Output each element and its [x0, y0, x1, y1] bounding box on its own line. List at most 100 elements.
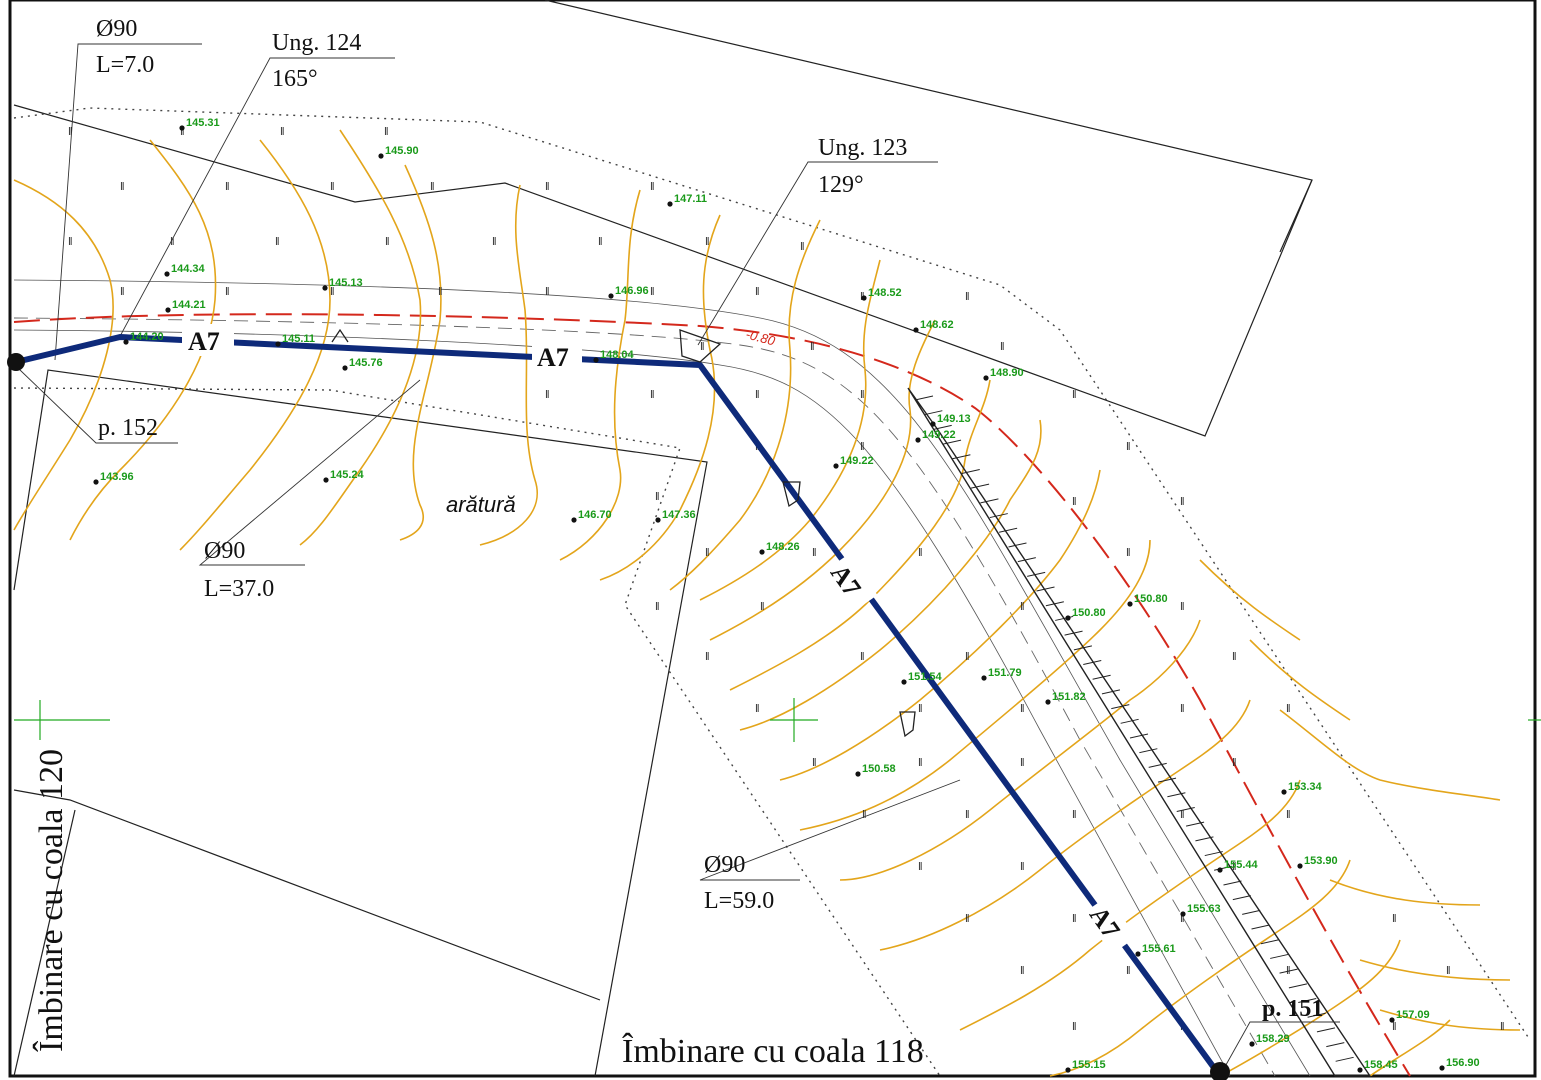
elevation-label: 149.22 — [922, 429, 956, 441]
survey-dot — [913, 327, 919, 333]
contour-line — [179, 139, 331, 551]
elevation-point: 150.58 — [855, 763, 896, 777]
grass-symbol: ‖ — [492, 236, 497, 248]
hatch-mark — [1326, 1042, 1345, 1048]
grass-symbol: ‖ — [1020, 601, 1025, 613]
hatch-mark — [1298, 998, 1317, 1004]
hatch-mark — [952, 454, 971, 460]
elevation-label: 153.34 — [1288, 781, 1323, 793]
contour-line — [479, 184, 538, 546]
grass-symbol: ‖ — [655, 491, 660, 503]
elevation-point: 156.90 — [1439, 1057, 1480, 1071]
elevation-label: 158.45 — [1364, 1059, 1398, 1071]
survey-dot — [1127, 601, 1133, 607]
pipe-a7[interactable] — [7, 334, 1230, 1080]
grass-symbol: ‖ — [1446, 965, 1451, 977]
callout-seg1-diameter: Ø90 — [96, 16, 137, 42]
elevation-label: 155.63 — [1187, 903, 1221, 915]
grass-symbol: ‖ — [1020, 861, 1025, 873]
grass-symbol: ‖ — [1020, 703, 1025, 715]
grass-symbol: ‖ — [755, 389, 760, 401]
elevation-point: 147.11 — [667, 193, 707, 207]
grass-symbol: ‖ — [1500, 1021, 1505, 1033]
survey-dot — [1135, 951, 1141, 957]
grass-symbol: ‖ — [810, 341, 815, 353]
grass-symbol: ‖ — [965, 913, 970, 925]
survey-dot — [1281, 789, 1287, 795]
contour-line — [699, 259, 881, 601]
elevation-point: 145.31 — [179, 117, 220, 131]
survey-dot — [179, 125, 185, 131]
grass-symbol: ‖ — [655, 601, 660, 613]
elevation-point: 145.24 — [323, 469, 365, 483]
grass-symbol: ‖ — [1180, 913, 1185, 925]
contour-line — [399, 164, 442, 541]
hatch-mark — [1279, 968, 1298, 974]
survey-dot — [608, 293, 614, 299]
grass-symbol: ‖ — [430, 181, 435, 193]
contour-line — [13, 179, 114, 531]
manhole-p151[interactable] — [1210, 1062, 1230, 1080]
hatch-mark — [1111, 704, 1130, 710]
hatch-mark — [1027, 571, 1046, 577]
elevation-points: 145.31 145.90 147.11 144.34 145.13 146.96 148.… — [93, 117, 1480, 1073]
grass-symbol: ‖ — [1072, 1021, 1077, 1033]
elevation-label: 146.96 — [615, 285, 649, 297]
hatch-mark — [1157, 777, 1177, 783]
grass-symbol: ‖ — [755, 703, 760, 715]
contour-line — [729, 379, 991, 691]
contour-line — [1249, 639, 1351, 721]
elevation-point: 155.63 — [1180, 903, 1221, 917]
grass-symbol: ‖ — [700, 341, 705, 353]
pipe-a7-line[interactable] — [15, 334, 1223, 1078]
elevation-point: 148.62 — [913, 319, 954, 333]
hatch-mark — [914, 395, 934, 401]
grass-symbol: ‖ — [860, 651, 865, 663]
hatch-mark — [924, 410, 943, 416]
elevation-point: 149.22 — [833, 455, 874, 469]
elevation-point: 148.52 — [861, 287, 902, 301]
survey-dot — [1180, 911, 1186, 917]
grass-symbol: ‖ — [170, 236, 175, 248]
elevation-label: 151.79 — [988, 667, 1022, 679]
hatch-mark — [1223, 880, 1242, 886]
hatch-mark — [933, 424, 952, 430]
survey-dot — [855, 771, 861, 777]
callouts: Ø90 L=7.0 Ung. 124 165° Ung. 123 129° p.… — [96, 16, 1323, 1022]
survey-dot — [323, 477, 329, 483]
hatch-mark — [1120, 718, 1139, 724]
hatch-mark — [1270, 953, 1289, 959]
elevation-point: 148.26 — [759, 541, 800, 555]
callout-angle123-name: Ung. 123 — [818, 135, 907, 161]
grass-symbol: ‖ — [812, 547, 817, 559]
elevation-label: 157.09 — [1396, 1009, 1430, 1021]
survey-dot — [165, 307, 171, 313]
survey-dot — [1357, 1067, 1363, 1073]
grass-symbol: ‖ — [860, 389, 865, 401]
hatch-mark — [1064, 630, 1083, 636]
grass-symbol: ‖ — [384, 126, 389, 138]
embankment-slope — [907, 387, 1372, 1077]
hatch-mark — [1176, 806, 1195, 812]
grass-symbol: ‖ — [330, 181, 335, 193]
elevation-point: 149.13 — [930, 413, 971, 427]
contour-line — [69, 139, 217, 541]
manhole-p152[interactable] — [7, 353, 25, 371]
grass-symbol: ‖ — [1392, 913, 1397, 925]
grass-symbol: ‖ — [545, 181, 550, 193]
grass-symbol: ‖ — [965, 291, 970, 303]
contour-line — [1049, 859, 1351, 1077]
grass-symbol: ‖ — [545, 389, 550, 401]
elevation-label: 151.54 — [908, 671, 943, 683]
hatch-mark — [1251, 924, 1270, 930]
hatch-mark — [1316, 1027, 1336, 1033]
hatch-mark — [1214, 865, 1233, 871]
grass-symbol: ‖ — [68, 126, 73, 138]
survey-dot — [915, 437, 921, 443]
hatch-mark — [1092, 674, 1111, 680]
grid-cross-marks — [14, 698, 1541, 742]
contour-line — [559, 189, 641, 561]
elevation-point: 147.36 — [655, 509, 696, 523]
grass-symbol: ‖ — [225, 181, 230, 193]
survey-dot — [981, 675, 987, 681]
